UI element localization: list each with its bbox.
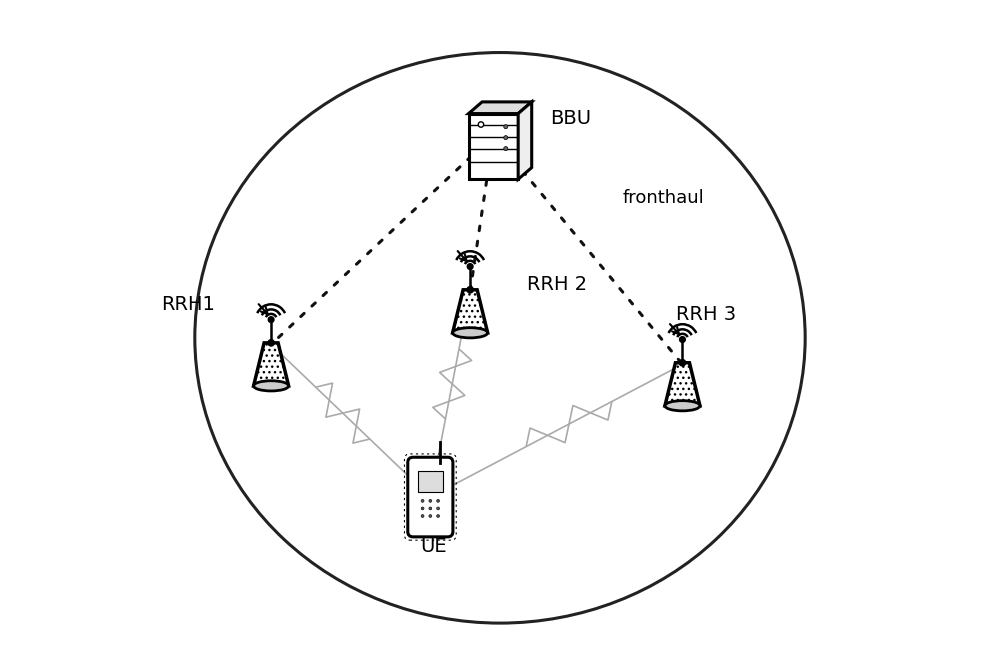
Circle shape (429, 499, 432, 502)
Polygon shape (518, 102, 532, 179)
Text: RRH1: RRH1 (161, 295, 215, 314)
Circle shape (437, 507, 440, 510)
Circle shape (429, 514, 432, 518)
Circle shape (421, 514, 424, 518)
Polygon shape (418, 471, 443, 492)
Circle shape (268, 340, 274, 346)
Polygon shape (453, 290, 488, 332)
Circle shape (504, 124, 508, 128)
Circle shape (268, 316, 274, 322)
Polygon shape (254, 343, 289, 386)
Text: BBU: BBU (550, 109, 591, 128)
Ellipse shape (453, 328, 488, 338)
Circle shape (437, 514, 440, 518)
Polygon shape (469, 102, 532, 114)
Circle shape (429, 507, 432, 510)
Ellipse shape (195, 53, 805, 623)
Polygon shape (469, 114, 518, 179)
Circle shape (504, 136, 508, 140)
FancyBboxPatch shape (408, 457, 453, 537)
Polygon shape (665, 363, 700, 406)
Ellipse shape (665, 401, 700, 411)
Text: UE: UE (420, 537, 447, 557)
Text: RRH 2: RRH 2 (527, 275, 587, 294)
Circle shape (467, 264, 473, 270)
Circle shape (478, 122, 484, 127)
Circle shape (679, 359, 686, 366)
Text: fronthaul: fronthaul (623, 189, 704, 207)
Circle shape (421, 507, 424, 510)
Text: RRH 3: RRH 3 (676, 305, 736, 324)
Circle shape (421, 499, 424, 502)
Circle shape (680, 337, 685, 343)
Circle shape (437, 499, 440, 502)
Circle shape (467, 286, 473, 293)
Circle shape (504, 147, 508, 151)
Ellipse shape (254, 381, 289, 391)
